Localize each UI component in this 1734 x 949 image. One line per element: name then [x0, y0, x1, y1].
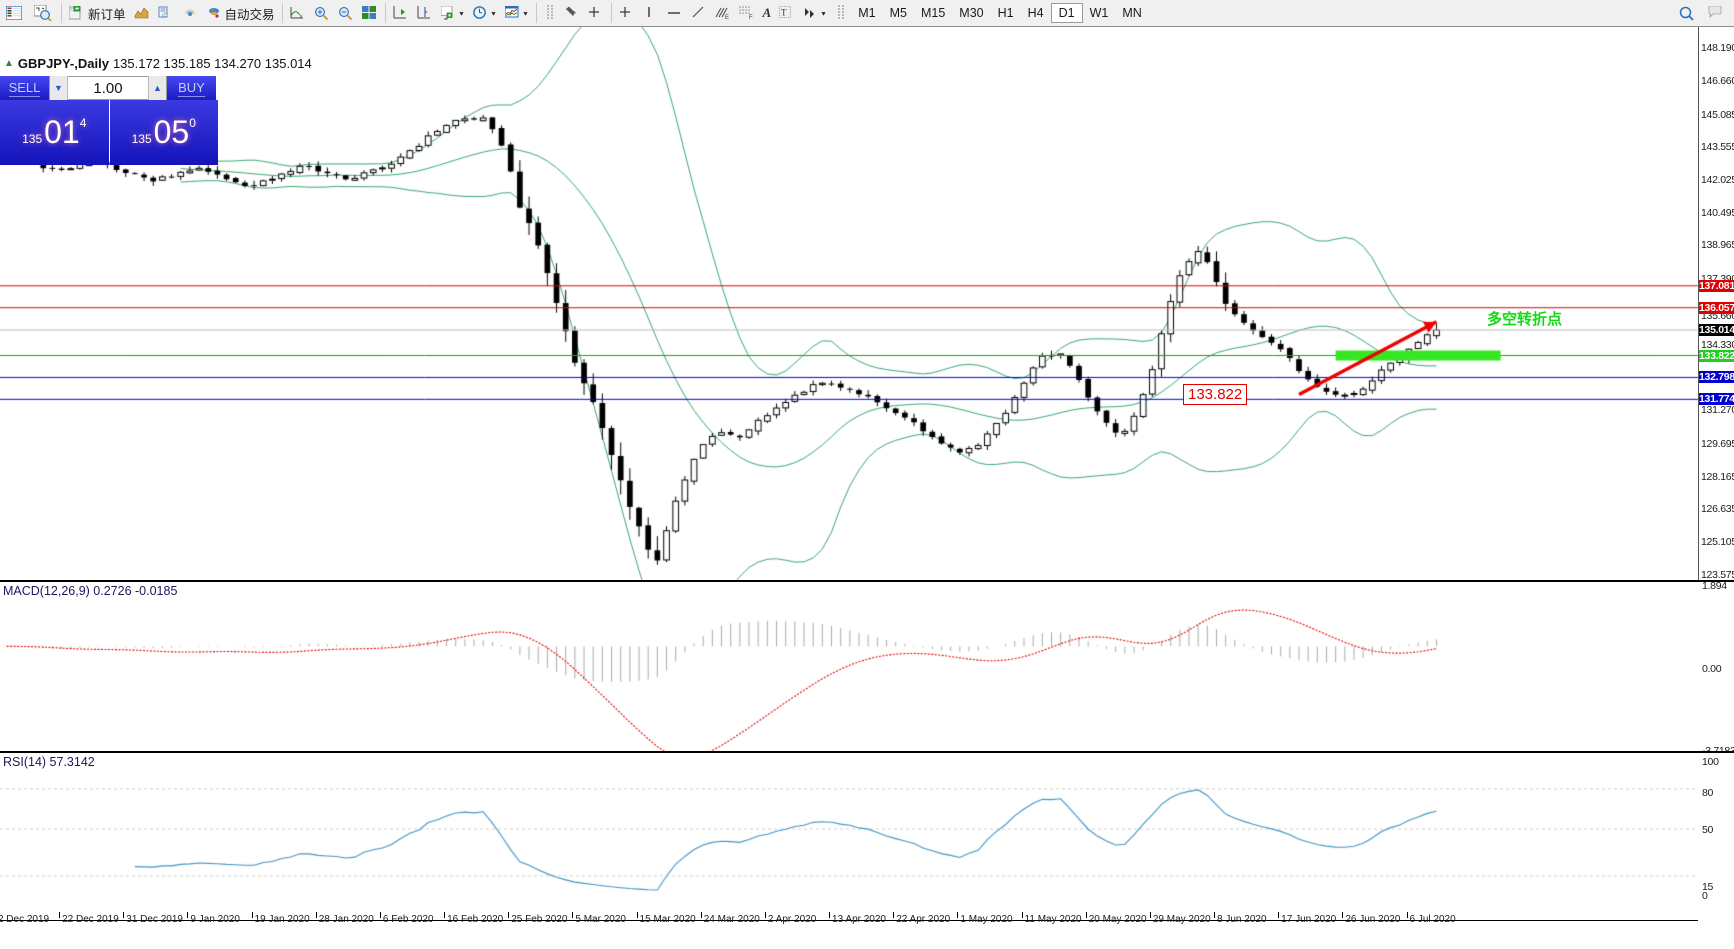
svg-text:F: F: [749, 15, 753, 20]
svg-text:E: E: [725, 15, 729, 20]
svg-text:T: T: [781, 8, 787, 18]
